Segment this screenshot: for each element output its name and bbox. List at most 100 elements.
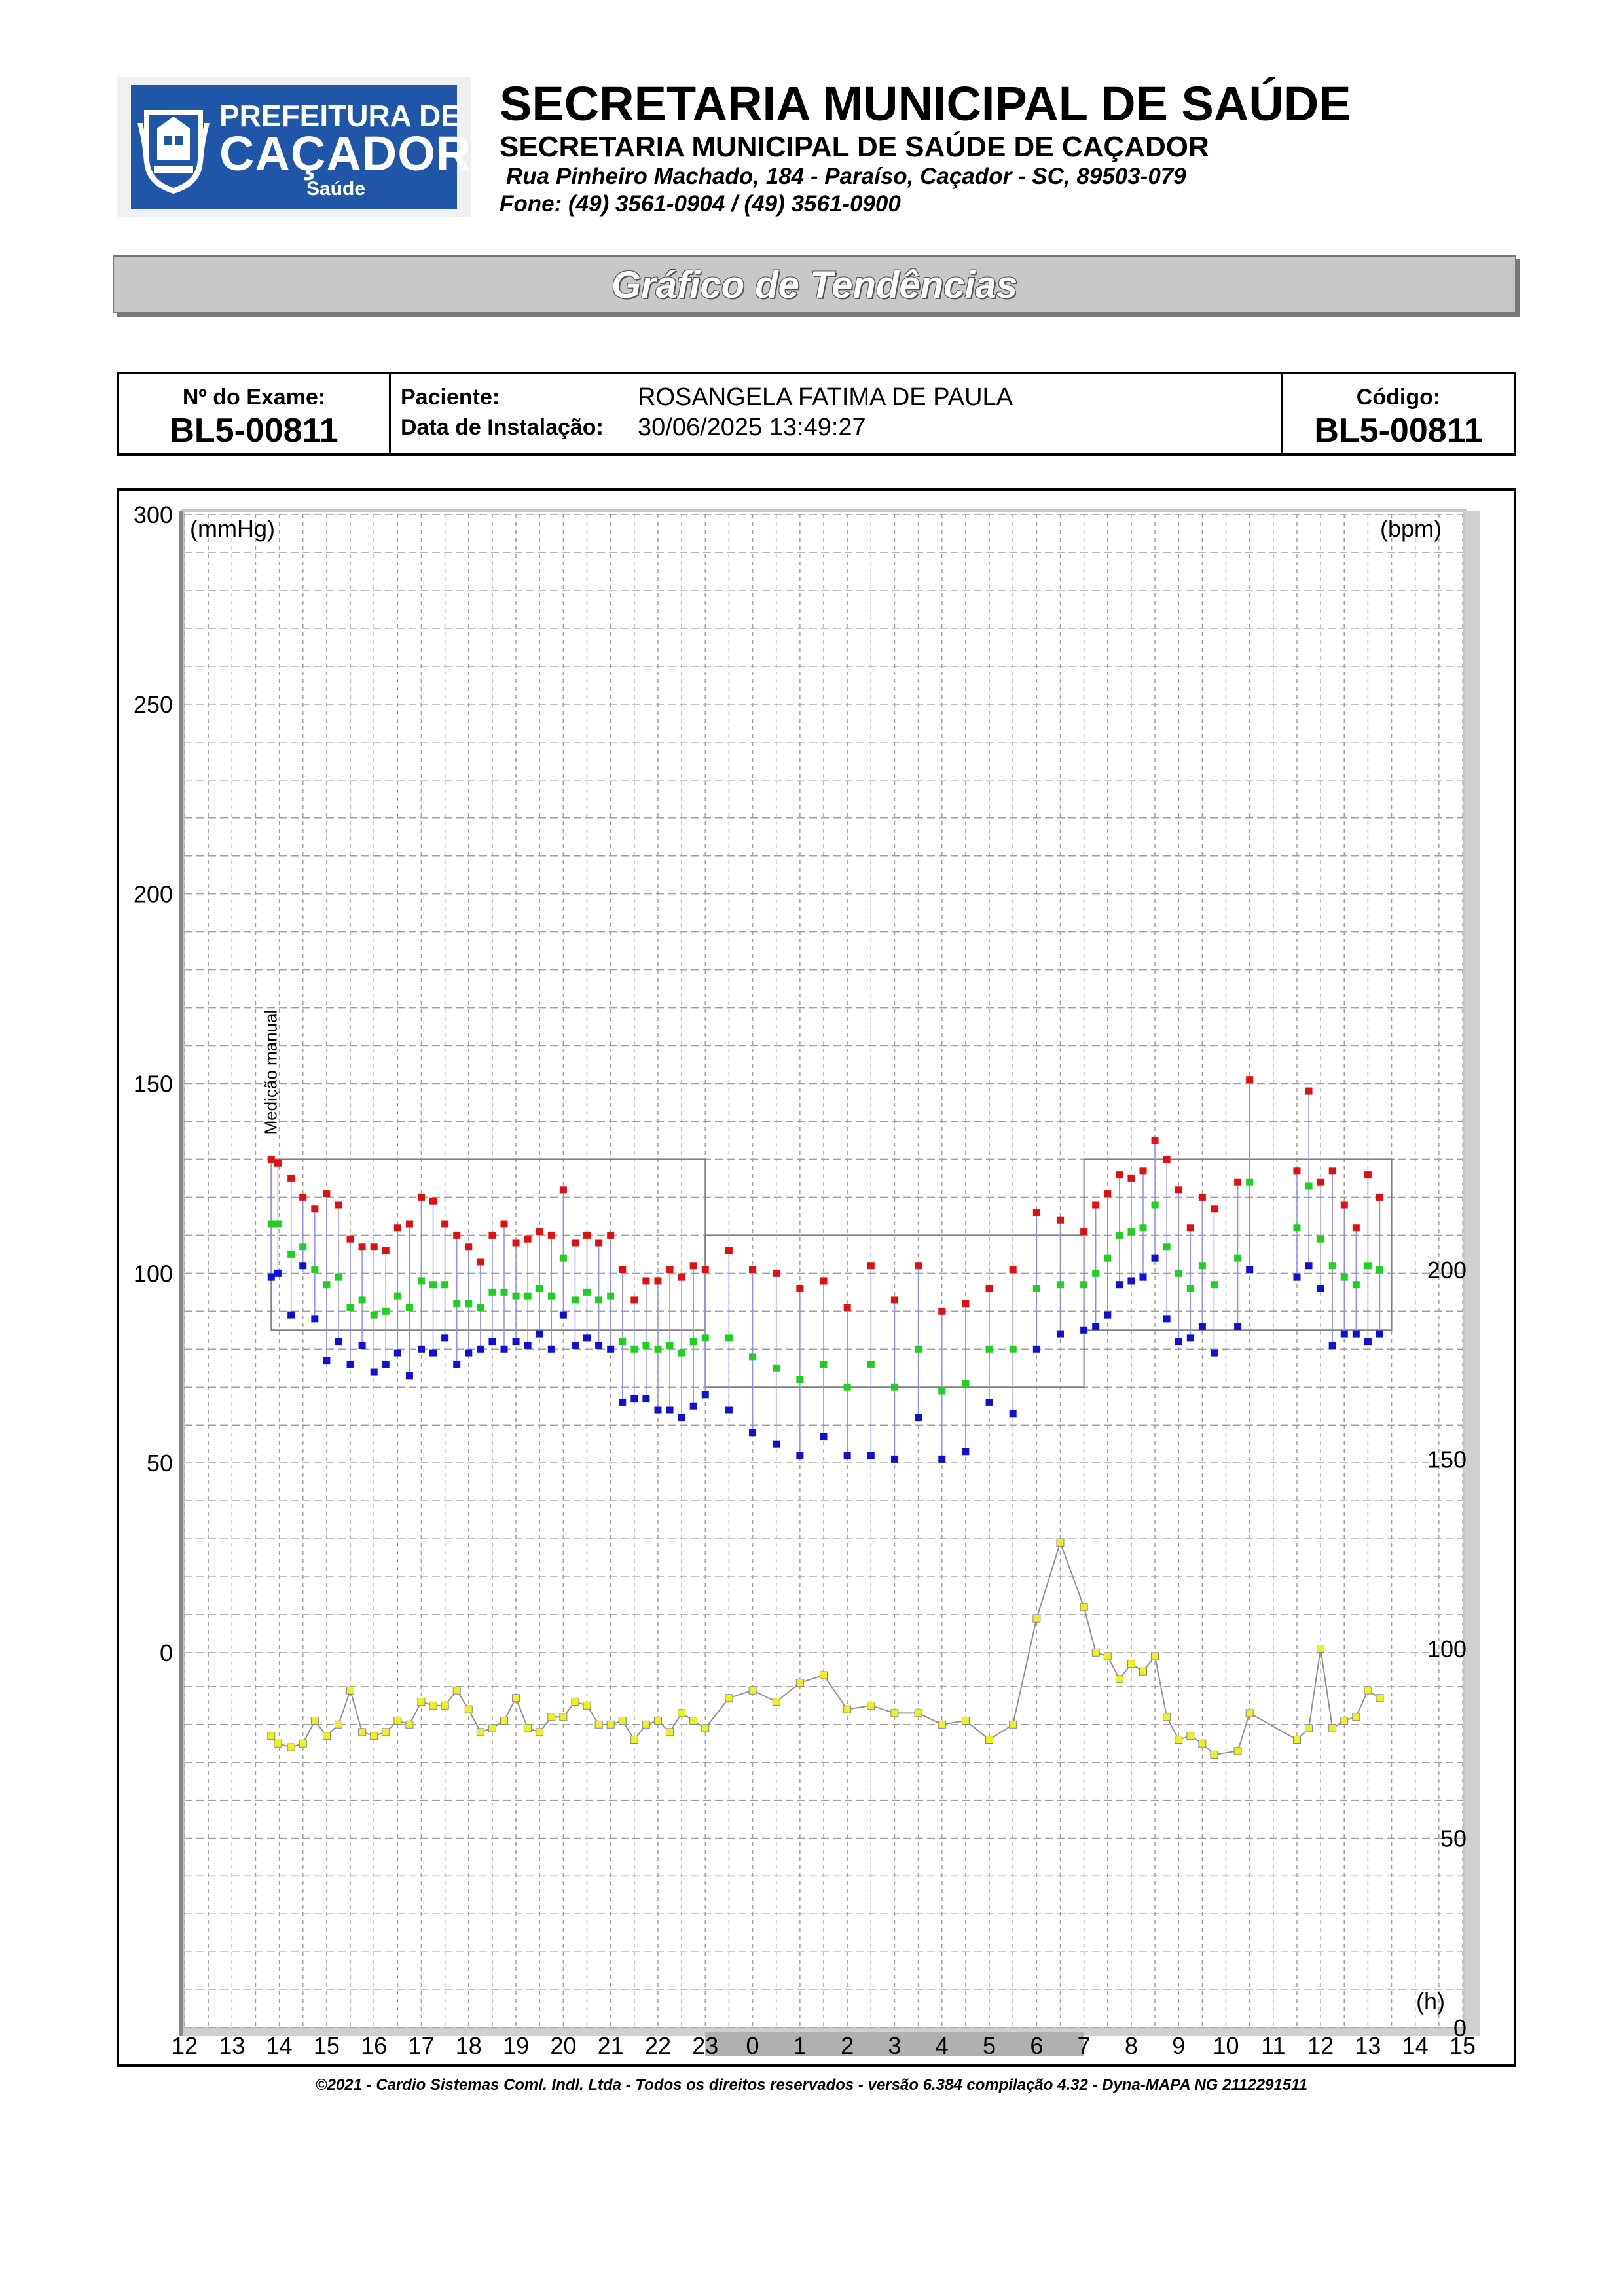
mean-point: [488, 1288, 496, 1296]
heart-rate-point: [1340, 1717, 1349, 1725]
heart-rate-point: [370, 1732, 378, 1740]
mean-point: [1293, 1224, 1301, 1232]
mean-point: [441, 1281, 449, 1289]
diastolic-point: [571, 1341, 579, 1349]
diastolic-point: [453, 1360, 461, 1368]
heart-rate-point: [299, 1739, 307, 1748]
heart-rate-point: [725, 1694, 733, 1702]
heart-rate-point: [405, 1720, 414, 1729]
systolic-point: [346, 1235, 354, 1243]
systolic-point: [607, 1231, 615, 1239]
diastolic-point: [477, 1345, 484, 1353]
mean-point: [595, 1296, 603, 1304]
systolic-point: [274, 1159, 282, 1167]
page-subtitle: SECRETARIA MUNICIPAL DE SAÚDE DE CAÇADOR: [500, 131, 1209, 163]
diastolic-point: [642, 1395, 650, 1403]
systolic-point: [500, 1220, 508, 1228]
systolic-point: [843, 1304, 851, 1312]
x-tick-label: 22: [645, 2032, 671, 2059]
x-tick-label: 20: [550, 2032, 576, 2059]
systolic-point: [1151, 1136, 1159, 1144]
right-tick-label: 0: [1453, 2015, 1467, 2041]
mean-point: [346, 1304, 354, 1312]
x-tick-label: 4: [936, 2032, 949, 2059]
systolic-point: [1234, 1178, 1242, 1186]
install-date-label: Data de Instalação:: [401, 415, 604, 440]
systolic-point: [1127, 1174, 1135, 1182]
mean-point: [701, 1334, 709, 1342]
systolic-point: [642, 1277, 650, 1285]
mean-point: [985, 1345, 993, 1353]
x-tick-label: 18: [456, 2032, 482, 2059]
logo-line3: Saúde: [306, 178, 366, 200]
code-value: BL5-00811: [1314, 412, 1483, 450]
systolic-point: [1364, 1171, 1372, 1179]
x-tick-label: 12: [1307, 2032, 1334, 2059]
heart-rate-point: [310, 1717, 319, 1725]
heart-rate-point: [1328, 1724, 1337, 1732]
systolic-point: [405, 1220, 413, 1228]
diastolic-point: [962, 1448, 970, 1456]
x-tick-label: 5: [983, 2032, 996, 2059]
diastolic-point: [323, 1357, 331, 1365]
mean-point: [619, 1338, 627, 1346]
diastolic-point: [524, 1341, 532, 1349]
x-tick-label: 15: [314, 2032, 340, 2059]
diastolic-point: [1293, 1273, 1301, 1281]
systolic-point: [536, 1228, 543, 1236]
systolic-point: [619, 1266, 627, 1274]
patient-label: Paciente:: [401, 385, 500, 410]
mean-point: [571, 1296, 579, 1304]
city-crest-icon: [137, 110, 210, 194]
mean-point: [1234, 1254, 1242, 1262]
mean-point: [642, 1341, 650, 1349]
systolic-point: [1328, 1167, 1336, 1175]
systolic-point: [393, 1224, 401, 1232]
systolic-point: [915, 1262, 922, 1270]
diastolic-point: [1198, 1322, 1206, 1330]
systolic-point: [773, 1269, 780, 1277]
mean-point: [405, 1304, 413, 1312]
systolic-point: [465, 1243, 473, 1251]
diastolic-point: [796, 1452, 804, 1460]
left-tick-label: 200: [134, 881, 173, 908]
systolic-point: [477, 1258, 484, 1266]
right-tick-label: 150: [1427, 1446, 1467, 1473]
systolic-point: [323, 1190, 331, 1198]
heart-rate-point: [653, 1717, 662, 1725]
heart-rate-point: [536, 1728, 544, 1736]
heart-rate-point: [429, 1701, 437, 1710]
exam-number-value: BL5-00811: [170, 412, 338, 450]
left-tick-label: 100: [134, 1260, 173, 1287]
heart-rate-point: [287, 1743, 295, 1751]
systolic-point: [1186, 1224, 1194, 1232]
mean-point: [1210, 1281, 1218, 1289]
x-tick-label: 2: [841, 2032, 854, 2059]
diastolic-point: [547, 1345, 555, 1353]
left-tick-label: 300: [134, 501, 173, 528]
heart-rate-point: [890, 1709, 899, 1717]
heart-rate-point: [547, 1713, 556, 1721]
mean-point: [382, 1307, 390, 1315]
mean-point: [477, 1304, 484, 1312]
mean-point: [1328, 1262, 1336, 1270]
diastolic-point: [890, 1455, 898, 1463]
heart-rate-point: [748, 1686, 757, 1695]
x-tick-label: 9: [1172, 2032, 1185, 2059]
diastolic-point: [1080, 1326, 1088, 1334]
diastolic-point: [429, 1349, 437, 1357]
mean-point: [843, 1383, 851, 1391]
x-tick-label: 11: [1261, 2032, 1285, 2059]
mean-point: [267, 1220, 275, 1228]
diastolic-point: [630, 1395, 638, 1403]
mean-point: [512, 1292, 520, 1300]
mean-point: [1246, 1178, 1254, 1186]
diastolic-point: [417, 1345, 425, 1353]
x-tick-label: 3: [888, 2032, 901, 2059]
diastolic-point: [512, 1338, 520, 1346]
plot-left-bevel: [179, 511, 183, 2036]
mean-point: [938, 1387, 946, 1395]
systolic-point: [1317, 1178, 1324, 1186]
mean-point: [274, 1220, 282, 1228]
systolic-point: [985, 1285, 993, 1293]
